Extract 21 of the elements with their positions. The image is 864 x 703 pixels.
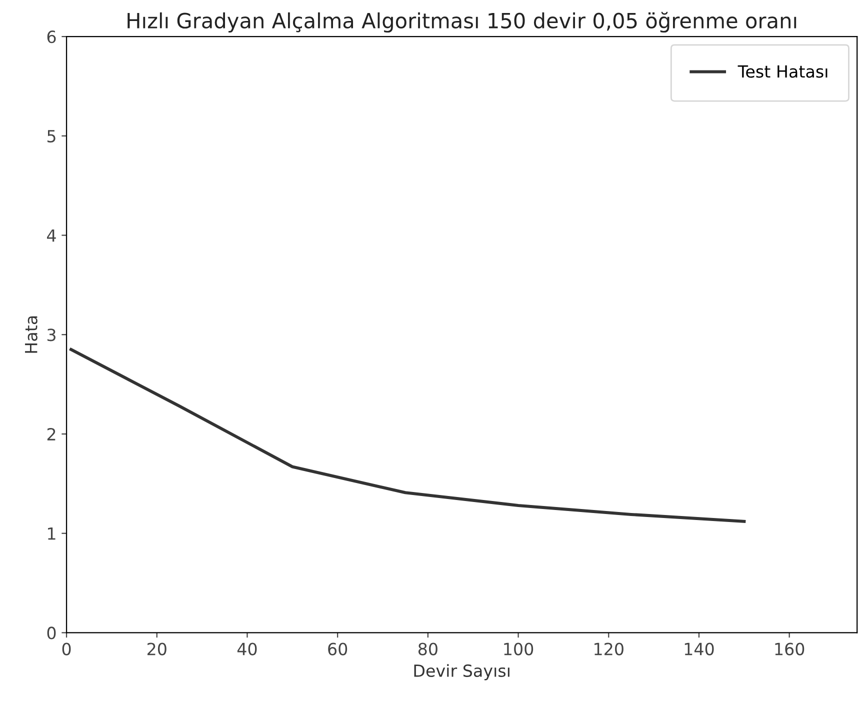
x-tick-label: 140 [684, 642, 714, 656]
x-tick-label: 20 [147, 642, 166, 656]
x-tick-label: 60 [328, 642, 348, 656]
chart-title: Hızlı Gradyan Alçalma Algoritması 150 devir 0,05 öğrenme oranı [128, 12, 796, 33]
x-tick-label: 100 [504, 642, 534, 656]
y-axis-title: Hata [25, 316, 38, 353]
x-tick-label: 40 [237, 642, 257, 656]
y-tick-label: 4 [47, 229, 56, 242]
y-tick-label: 1 [48, 528, 56, 540]
legend-label: Test Hatası [738, 65, 828, 78]
x-tick-label: 160 [775, 642, 804, 656]
x-tick-label: 120 [594, 642, 624, 656]
line-series [70, 348, 746, 523]
x-axis-title: Devir Sayısı [414, 664, 510, 680]
y-tick-label: 6 [47, 30, 56, 44]
y-tick-label: 5 [47, 130, 56, 142]
y-tick-label: 0 [47, 626, 56, 640]
x-tick-label: 80 [418, 642, 438, 656]
x-tick-label: 0 [62, 642, 71, 656]
y-tick-label: 3 [47, 328, 56, 342]
y-tick-label: 2 [47, 428, 56, 440]
